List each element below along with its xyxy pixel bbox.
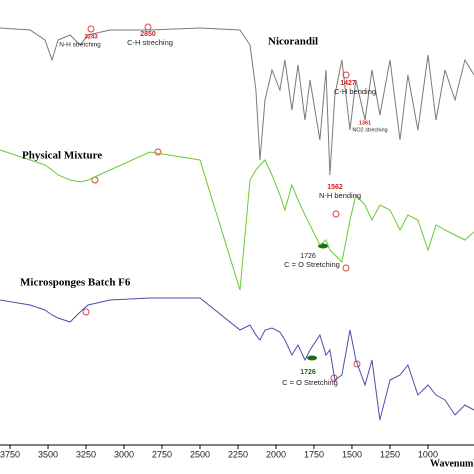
x-tick-label: 2500: [190, 449, 210, 459]
x-tick-label: 3000: [114, 449, 134, 459]
x-tick-label: 1500: [342, 449, 362, 459]
annotation: 1361: [359, 120, 371, 126]
x-tick-label: 2000: [266, 449, 286, 459]
series-label: Microsponges Batch F6: [20, 277, 131, 289]
x-tick-label: 3500: [38, 449, 58, 459]
spectrum-line: [0, 27, 474, 176]
annotation: N-H bending: [319, 191, 361, 200]
x-tick-label: 3750: [0, 449, 20, 459]
peak-marker: [353, 360, 361, 368]
spectrum-line: [0, 297, 474, 421]
x-tick-label: 1250: [380, 449, 400, 459]
annotation: N-H stretching: [59, 42, 101, 49]
annotation: 3243: [84, 35, 98, 41]
spectrum-line: [0, 149, 474, 291]
x-tick-label: 3250: [76, 449, 96, 459]
annotation: 1562: [327, 184, 343, 191]
peak-marker: [154, 148, 162, 156]
peak-marker: [82, 308, 90, 316]
peak-marker: [144, 23, 152, 31]
annotation: C-H bending: [334, 87, 376, 96]
annotation: 1427: [340, 80, 356, 87]
peak-marker: [332, 210, 340, 218]
annotation: 2850: [140, 31, 156, 38]
annotation: C = O Stretching: [282, 378, 338, 387]
x-tick-label: 1000: [418, 449, 438, 459]
peak-markers: [82, 23, 361, 382]
peak-marker: [342, 71, 350, 79]
annotation: 1726: [300, 253, 316, 260]
x-axis-label: Wavenumber 1: [430, 458, 474, 469]
x-tick-label: 1750: [304, 449, 324, 459]
peak-marker: [342, 264, 350, 272]
x-tick-label: 2250: [228, 449, 248, 459]
annotation: C = O Stretching: [284, 260, 340, 269]
annotation: NO2 streching: [352, 127, 387, 133]
series-label: Nicorandil: [268, 36, 318, 48]
x-tick-label: 2750: [152, 449, 172, 459]
peak-marker: [307, 355, 317, 361]
annotation: 1726: [300, 369, 316, 376]
annotation: C-H streching: [127, 38, 173, 47]
peak-marker: [87, 25, 95, 33]
series-label: Physical Mixture: [22, 150, 102, 162]
